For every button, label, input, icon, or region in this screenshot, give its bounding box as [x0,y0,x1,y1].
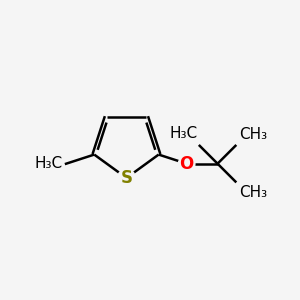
Text: CH₃: CH₃ [239,185,267,200]
Circle shape [118,169,135,187]
Text: CH₃: CH₃ [239,127,267,142]
Text: O: O [179,155,194,173]
Text: H₃C: H₃C [34,156,62,171]
Circle shape [178,155,195,172]
Text: S: S [120,169,132,187]
Text: H₃C: H₃C [169,126,197,141]
